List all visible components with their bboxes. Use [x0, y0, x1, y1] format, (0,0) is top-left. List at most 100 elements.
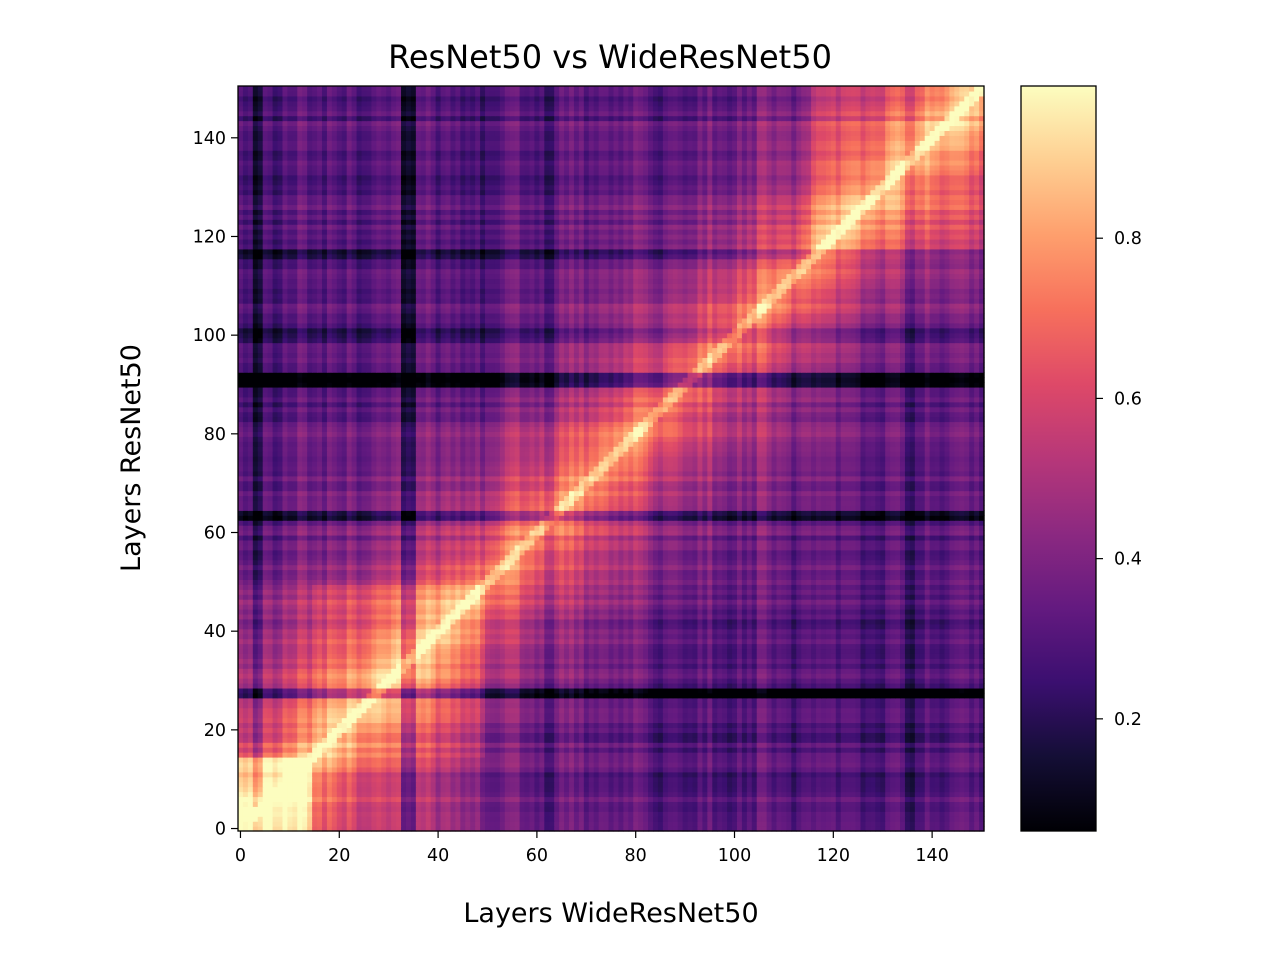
heatmap-cell — [781, 752, 787, 758]
heatmap-cell — [890, 678, 896, 684]
heatmap-cell — [628, 786, 634, 793]
heatmap-cell — [549, 722, 555, 728]
heatmap-cell — [900, 781, 906, 788]
heatmap-cell — [781, 786, 787, 793]
heatmap-cell — [445, 791, 452, 798]
heatmap-cell — [341, 707, 348, 714]
heatmap-cell — [534, 791, 540, 798]
heatmap-cell — [791, 727, 797, 733]
heatmap-cell — [489, 712, 496, 719]
heatmap-cell — [549, 766, 555, 773]
heatmap-cell — [746, 697, 753, 704]
heatmap-cell — [914, 697, 921, 704]
heatmap-cell — [929, 697, 936, 704]
heatmap-cell — [351, 766, 358, 773]
heatmap-cell — [657, 742, 664, 748]
heatmap-cell — [321, 732, 328, 738]
heatmap-cell — [816, 821, 822, 827]
heatmap-cell — [578, 747, 585, 753]
heatmap-cell — [608, 796, 615, 802]
heatmap-cell — [702, 821, 708, 827]
heatmap-cell — [420, 747, 427, 753]
heatmap-cell — [845, 742, 852, 748]
heatmap-cell — [816, 796, 822, 802]
heatmap-cell — [648, 722, 654, 728]
heatmap-cell — [583, 732, 590, 738]
heatmap-cell — [687, 673, 694, 679]
heatmap-cell — [682, 742, 689, 748]
heatmap-cell — [885, 801, 891, 807]
heatmap-cell — [272, 737, 279, 743]
heatmap-cell — [326, 712, 333, 719]
heatmap-cell — [652, 786, 659, 793]
heatmap-cell — [746, 747, 753, 753]
heatmap-cell — [440, 692, 447, 699]
heatmap-cell — [717, 786, 723, 793]
heatmap-cell — [712, 771, 718, 778]
heatmap-cell — [633, 682, 639, 689]
heatmap-cell — [455, 712, 461, 719]
heatmap-cell — [652, 747, 659, 753]
heatmap-cell — [929, 732, 936, 738]
heatmap-cell — [648, 702, 654, 709]
heatmap-cell — [524, 697, 531, 704]
heatmap-cell — [257, 761, 264, 768]
heatmap-cell — [386, 816, 392, 822]
heatmap-cell — [401, 717, 407, 724]
heatmap-cell — [796, 796, 802, 802]
heatmap-cell — [514, 771, 521, 778]
heatmap-cell — [850, 712, 857, 719]
heatmap-cell — [949, 707, 955, 714]
heatmap-cell — [331, 732, 338, 738]
heatmap-cell — [756, 717, 763, 724]
heatmap-cell — [677, 752, 684, 758]
heatmap-cell — [929, 668, 936, 674]
heatmap-cell — [410, 811, 417, 817]
heatmap-cell — [919, 786, 926, 793]
heatmap-cell — [756, 752, 763, 758]
heatmap-cell — [292, 816, 298, 822]
heatmap-cell — [262, 752, 269, 758]
heatmap-cell — [272, 781, 279, 788]
heatmap-cell — [717, 752, 723, 758]
heatmap-cell — [569, 737, 575, 743]
heatmap-cell — [554, 776, 560, 783]
heatmap-cell — [692, 771, 699, 778]
heatmap-cell — [766, 732, 773, 738]
heatmap-cell — [247, 742, 254, 748]
heatmap-cell — [455, 816, 461, 822]
heatmap-cell — [934, 826, 941, 832]
heatmap-cell — [465, 678, 471, 684]
heatmap-cell — [692, 826, 699, 832]
heatmap-cell — [959, 771, 965, 778]
heatmap-cell — [707, 776, 713, 783]
heatmap-cell — [904, 826, 911, 832]
heatmap-cell — [860, 806, 867, 812]
heatmap-cell — [282, 791, 288, 798]
heatmap-cell — [875, 806, 881, 812]
heatmap-cell — [766, 737, 773, 743]
heatmap-cell — [381, 771, 387, 778]
heatmap-cell — [855, 826, 862, 832]
heatmap-cell — [544, 816, 550, 822]
heatmap-cell — [608, 776, 615, 783]
heatmap-cell — [603, 682, 610, 689]
heatmap-cell — [751, 692, 758, 699]
heatmap-cell — [657, 682, 664, 689]
heatmap-cell — [751, 781, 758, 788]
heatmap-cell — [885, 717, 891, 724]
heatmap-cell — [648, 791, 654, 798]
heatmap-cell — [741, 756, 748, 763]
heatmap-cell — [371, 776, 377, 783]
heatmap-cell — [934, 816, 941, 822]
heatmap-cell — [736, 678, 743, 684]
heatmap-cell — [494, 796, 501, 802]
heatmap-cell — [573, 712, 580, 719]
heatmap-cell — [697, 826, 703, 832]
heatmap-cell — [732, 712, 738, 719]
heatmap-cell — [712, 742, 718, 748]
heatmap-cell — [514, 801, 521, 807]
heatmap-cell — [786, 722, 792, 728]
heatmap-cell — [238, 682, 244, 689]
heatmap-cell — [677, 668, 684, 674]
